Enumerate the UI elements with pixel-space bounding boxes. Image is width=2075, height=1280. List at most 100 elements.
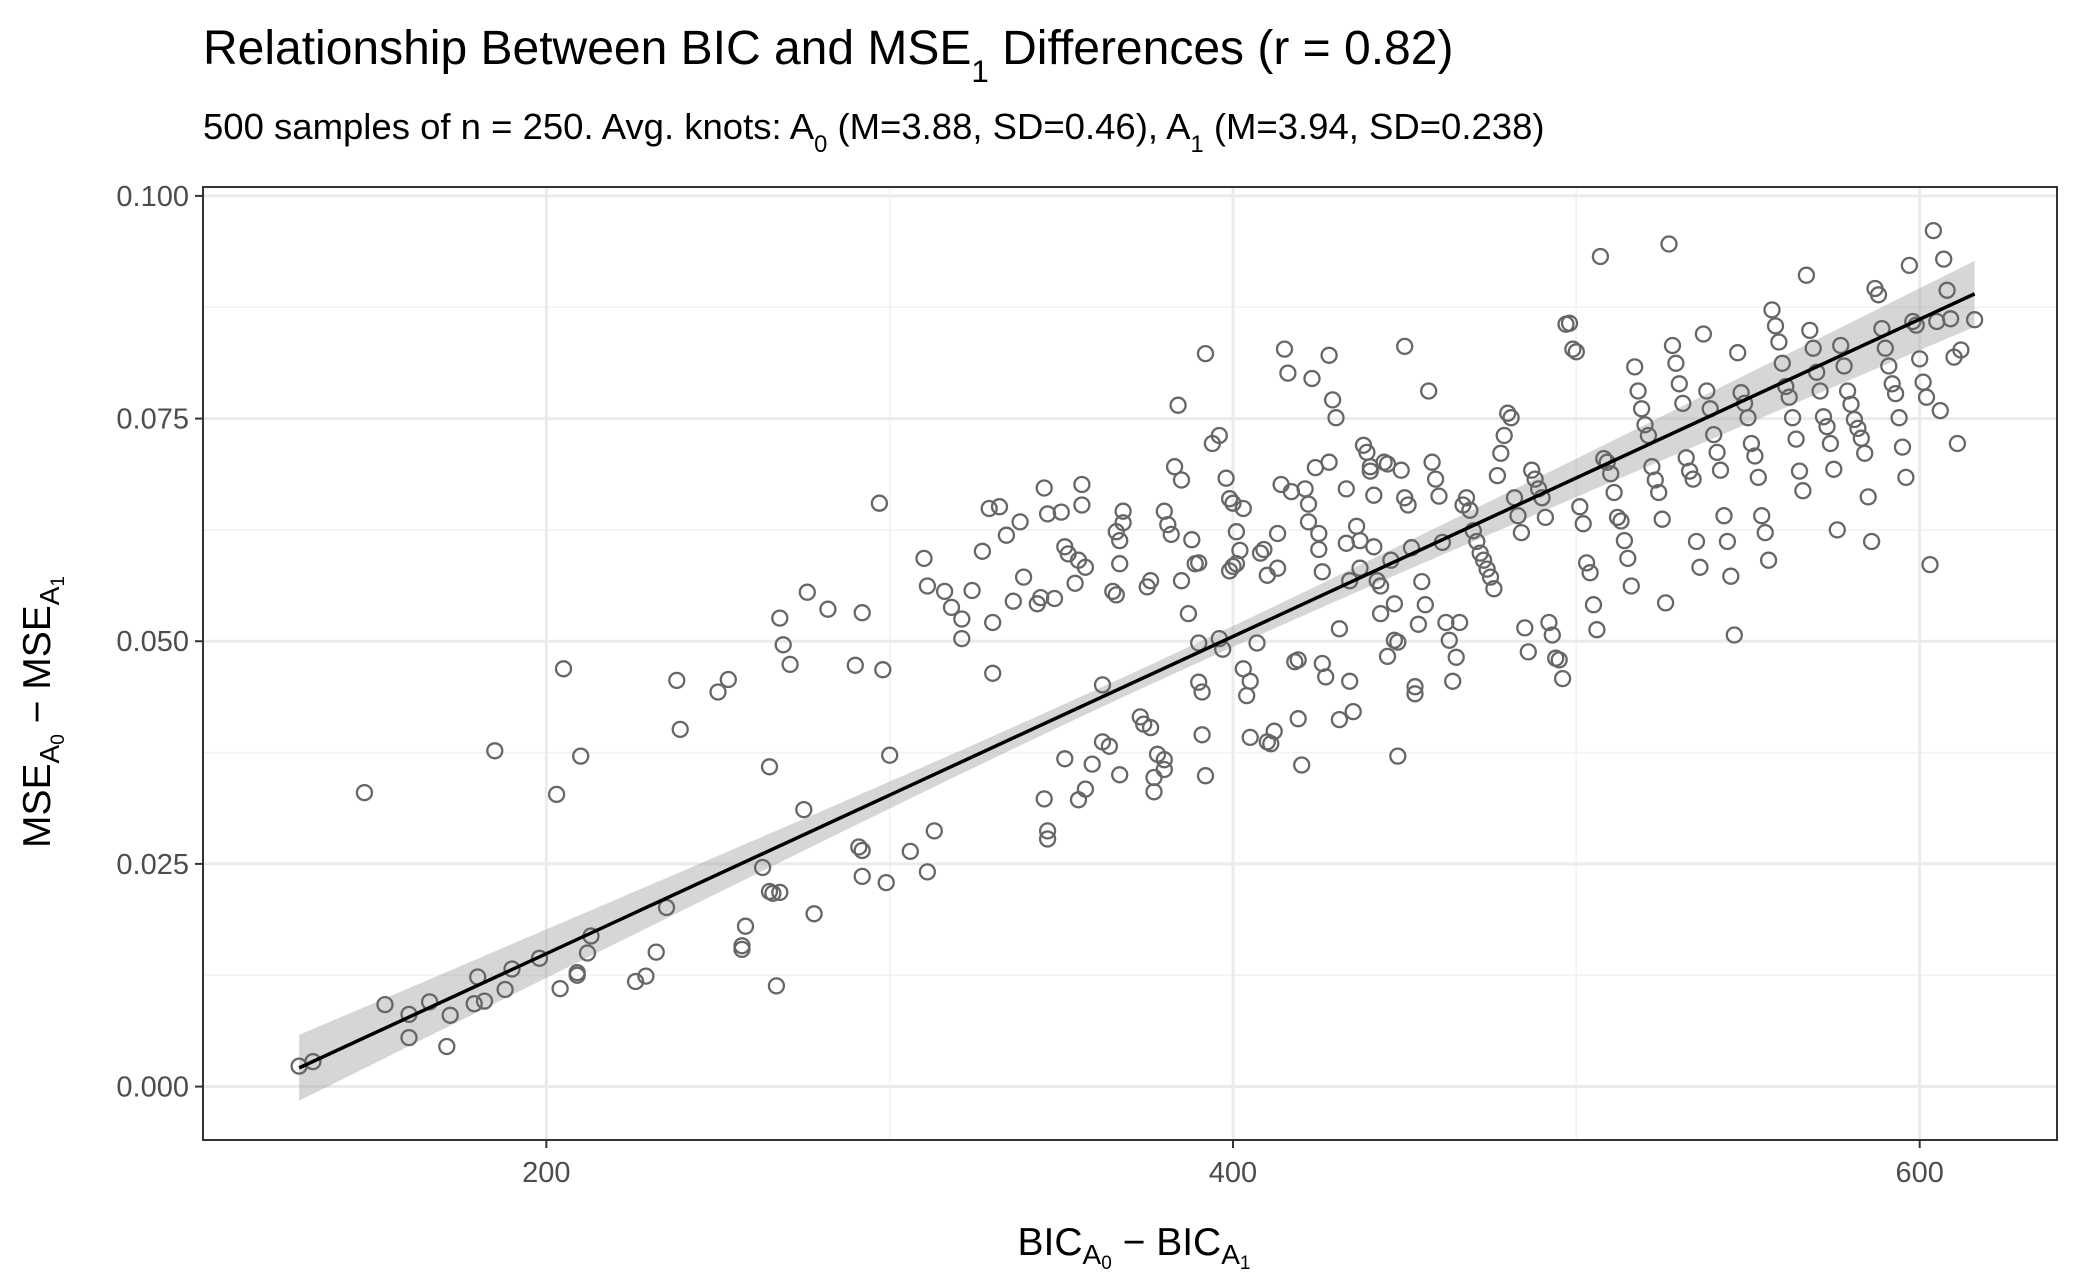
- data-point: [1474, 551, 1493, 569]
- data-point: [1674, 394, 1692, 413]
- data-point: [1114, 514, 1132, 532]
- x-tick-label: 600: [1895, 1157, 1943, 1189]
- data-point: [1293, 756, 1311, 774]
- data-point: [1344, 702, 1362, 721]
- data-point: [1155, 760, 1173, 779]
- data-point: [1426, 470, 1445, 488]
- data-point: [1011, 513, 1029, 531]
- data-point: [1100, 737, 1119, 755]
- data-point: [1303, 369, 1321, 388]
- data-point: [1828, 521, 1846, 539]
- data-point: [1667, 354, 1685, 372]
- data-point: [1591, 247, 1610, 266]
- data-point: [1234, 499, 1252, 518]
- data-point: [850, 838, 868, 856]
- data-point: [736, 917, 755, 935]
- data-point: [877, 873, 895, 892]
- data-point: [1680, 462, 1699, 480]
- data-point: [1165, 458, 1184, 476]
- data-point: [1440, 631, 1458, 649]
- data-point: [980, 499, 998, 518]
- data-point: [1275, 340, 1294, 358]
- data-point: [925, 822, 943, 840]
- data-point: [1560, 314, 1579, 332]
- data-point: [1371, 577, 1390, 595]
- data-point: [1911, 350, 1929, 368]
- data-point: [709, 683, 727, 701]
- data-point: [1543, 626, 1561, 644]
- data-point: [1567, 343, 1585, 361]
- data-point: [870, 494, 889, 512]
- data-point: [1107, 586, 1125, 604]
- data-point: [1351, 531, 1369, 550]
- data-point: [1241, 728, 1259, 747]
- data-point: [1104, 582, 1122, 601]
- data-point: [1965, 311, 1984, 329]
- data-point: [1406, 685, 1424, 703]
- data-point: [475, 992, 494, 1010]
- data-point: [530, 949, 549, 967]
- data-point: [1941, 310, 1960, 328]
- data-point: [767, 977, 786, 995]
- data-point: [1457, 489, 1476, 507]
- data-point: [997, 526, 1016, 544]
- data-point: [1629, 382, 1647, 400]
- data-point: [1924, 221, 1943, 240]
- data-point: [1612, 512, 1630, 530]
- data-point: [1481, 568, 1500, 586]
- data-point: [1814, 408, 1833, 426]
- data-point: [1052, 503, 1070, 521]
- data-point: [1670, 375, 1688, 393]
- data-point: [1574, 515, 1592, 533]
- data-point: [1876, 339, 1894, 357]
- data-point: [1392, 461, 1410, 479]
- data-point: [1262, 735, 1280, 753]
- data-point: [1111, 555, 1129, 573]
- data-point: [1461, 501, 1479, 519]
- data-point: [760, 758, 779, 776]
- data-point: [1588, 621, 1606, 639]
- data-point: [1663, 336, 1682, 355]
- data-point: [1066, 574, 1084, 592]
- data-point: [1742, 434, 1761, 453]
- data-point: [1172, 471, 1191, 489]
- data-point: [1413, 572, 1431, 591]
- data-point: [1509, 507, 1527, 525]
- data-point: [1516, 619, 1534, 637]
- data-point: [1313, 563, 1331, 581]
- data-point: [1684, 470, 1702, 488]
- data-point: [376, 995, 394, 1014]
- data-point: [1581, 564, 1599, 582]
- data-point: [1330, 710, 1349, 729]
- data-point: [733, 940, 751, 959]
- data-point: [1526, 470, 1544, 488]
- data-point: [1804, 339, 1822, 357]
- data-point: [942, 598, 961, 617]
- data-point: [1626, 358, 1644, 376]
- data-point: [1705, 425, 1723, 444]
- data-point: [1602, 465, 1620, 483]
- data-point: [984, 613, 1002, 632]
- data-point: [1540, 613, 1558, 632]
- data-point: [1948, 434, 1967, 453]
- data-point: [1845, 410, 1864, 429]
- data-point: [1890, 409, 1908, 427]
- data-point: [1904, 312, 1922, 331]
- chart-subtitle: 500 samples of n = 250. Avg. knots: A0 (…: [203, 106, 1545, 158]
- data-point: [1656, 594, 1675, 612]
- data-point: [1409, 615, 1428, 633]
- data-point: [1523, 461, 1541, 479]
- data-point: [1811, 382, 1829, 400]
- data-point: [1931, 401, 1949, 420]
- data-point: [1114, 502, 1132, 520]
- data-point: [1492, 444, 1510, 462]
- data-point: [874, 661, 892, 679]
- data-point: [1365, 486, 1383, 504]
- data-point: [1770, 333, 1788, 351]
- grid-lines: [203, 187, 2057, 1140]
- data-point: [753, 858, 772, 877]
- data-point: [1310, 540, 1328, 559]
- data-point: [1619, 549, 1637, 568]
- data-point: [1780, 388, 1798, 406]
- data-point: [1327, 409, 1345, 427]
